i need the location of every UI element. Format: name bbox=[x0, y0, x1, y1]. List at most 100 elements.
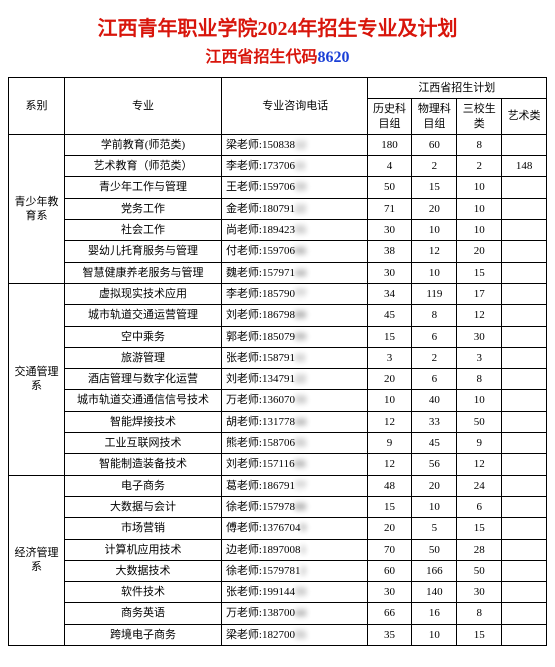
art-cell bbox=[502, 582, 547, 603]
phys-cell: 12 bbox=[412, 241, 457, 262]
phone-cell: 傅老师:13767049 bbox=[221, 518, 367, 539]
phys-cell: 6 bbox=[412, 326, 457, 347]
table-row: 计算机应用技术边老师:18970081705028 bbox=[9, 539, 547, 560]
art-cell bbox=[502, 241, 547, 262]
table-row: 婴幼儿托育服务与管理付老师:15970666381220 bbox=[9, 241, 547, 262]
table-row: 市场营销傅老师:1376704920515 bbox=[9, 518, 547, 539]
major-cell: 学前教育(师范类) bbox=[65, 134, 222, 155]
table-row: 商务英语万老师:1387004466168 bbox=[9, 603, 547, 624]
phys-cell: 60 bbox=[412, 134, 457, 155]
table-row: 跨境电子商务梁老师:18270055351015 bbox=[9, 624, 547, 645]
art-cell bbox=[502, 134, 547, 155]
hist-cell: 10 bbox=[367, 390, 412, 411]
phys-cell: 45 bbox=[412, 433, 457, 454]
table-row: 艺术教育（师范类）李老师:17370611422148 bbox=[9, 156, 547, 177]
phone-cell: 刘老师:18679888 bbox=[221, 305, 367, 326]
phys-cell: 8 bbox=[412, 305, 457, 326]
major-cell: 市场营销 bbox=[65, 518, 222, 539]
major-cell: 大数据技术 bbox=[65, 560, 222, 581]
table-row: 城市轨道交通运营管理刘老师:1867988845812 bbox=[9, 305, 547, 326]
art-cell bbox=[502, 305, 547, 326]
table-row: 青少年教育系学前教育(师范类)梁老师:15083812180608 bbox=[9, 134, 547, 155]
sanx-cell: 8 bbox=[457, 369, 502, 390]
major-cell: 婴幼儿托育服务与管理 bbox=[65, 241, 222, 262]
phys-cell: 10 bbox=[412, 220, 457, 241]
major-cell: 工业互联网技术 bbox=[65, 433, 222, 454]
hist-cell: 50 bbox=[367, 177, 412, 198]
phys-cell: 2 bbox=[412, 347, 457, 368]
major-cell: 跨境电子商务 bbox=[65, 624, 222, 645]
enrollment-table: 系别 专业 专业咨询电话 江西省招生计划 历史科目组 物理科目组 三校生类 艺术… bbox=[8, 77, 547, 646]
art-cell bbox=[502, 560, 547, 581]
phone-cell: 李老师:17370611 bbox=[221, 156, 367, 177]
phone-cell: 尚老师:18942355 bbox=[221, 220, 367, 241]
hist-cell: 30 bbox=[367, 262, 412, 283]
hist-cell: 180 bbox=[367, 134, 412, 155]
major-cell: 电子商务 bbox=[65, 475, 222, 496]
table-row: 智慧健康养老服务与管理魏老师:15797144301015 bbox=[9, 262, 547, 283]
phone-cell: 刘老师:15711666 bbox=[221, 454, 367, 475]
phys-cell: 10 bbox=[412, 624, 457, 645]
major-cell: 艺术教育（师范类） bbox=[65, 156, 222, 177]
page-subtitle: 江西省招生代码8620 bbox=[8, 43, 547, 67]
major-cell: 党务工作 bbox=[65, 198, 222, 219]
major-cell: 城市轨道交通运营管理 bbox=[65, 305, 222, 326]
sanx-cell: 50 bbox=[457, 560, 502, 581]
art-cell bbox=[502, 454, 547, 475]
phone-cell: 刘老师:13479122 bbox=[221, 369, 367, 390]
sanx-cell: 9 bbox=[457, 433, 502, 454]
hist-cell: 30 bbox=[367, 582, 412, 603]
art-cell bbox=[502, 326, 547, 347]
phone-cell: 李老师:18579077 bbox=[221, 283, 367, 304]
phone-cell: 付老师:15970666 bbox=[221, 241, 367, 262]
major-cell: 空中乘务 bbox=[65, 326, 222, 347]
subtitle-code: 8620 bbox=[318, 49, 350, 66]
dept-cell: 交通管理系 bbox=[9, 283, 65, 475]
sanx-cell: 10 bbox=[457, 220, 502, 241]
phys-cell: 6 bbox=[412, 369, 457, 390]
sanx-cell: 8 bbox=[457, 134, 502, 155]
sanx-cell: 20 bbox=[457, 241, 502, 262]
th-hist: 历史科目组 bbox=[367, 99, 412, 135]
major-cell: 大数据与会计 bbox=[65, 496, 222, 517]
phone-cell: 万老师:13870044 bbox=[221, 603, 367, 624]
sanx-cell: 17 bbox=[457, 283, 502, 304]
phys-cell: 119 bbox=[412, 283, 457, 304]
art-cell bbox=[502, 518, 547, 539]
th-dept: 系别 bbox=[9, 78, 65, 135]
art-cell bbox=[502, 433, 547, 454]
hist-cell: 38 bbox=[367, 241, 412, 262]
hist-cell: 3 bbox=[367, 347, 412, 368]
subtitle-prefix: 江西省招生代码 bbox=[205, 49, 317, 66]
phys-cell: 16 bbox=[412, 603, 457, 624]
art-cell bbox=[502, 262, 547, 283]
art-cell bbox=[502, 198, 547, 219]
phys-cell: 40 bbox=[412, 390, 457, 411]
phone-cell: 王老师:15970633 bbox=[221, 177, 367, 198]
table-row: 城市轨道交通通信信号技术万老师:13607033104010 bbox=[9, 390, 547, 411]
art-cell bbox=[502, 496, 547, 517]
art-cell bbox=[502, 624, 547, 645]
table-row: 社会工作尚老师:18942355301010 bbox=[9, 220, 547, 241]
phone-cell: 胡老师:13177844 bbox=[221, 411, 367, 432]
art-cell bbox=[502, 390, 547, 411]
sanx-cell: 24 bbox=[457, 475, 502, 496]
art-cell: 148 bbox=[502, 156, 547, 177]
sanx-cell: 2 bbox=[457, 156, 502, 177]
hist-cell: 35 bbox=[367, 624, 412, 645]
sanx-cell: 12 bbox=[457, 305, 502, 326]
sanx-cell: 15 bbox=[457, 518, 502, 539]
art-cell bbox=[502, 369, 547, 390]
phys-cell: 2 bbox=[412, 156, 457, 177]
art-cell bbox=[502, 347, 547, 368]
sanx-cell: 10 bbox=[457, 198, 502, 219]
art-cell bbox=[502, 220, 547, 241]
sanx-cell: 30 bbox=[457, 326, 502, 347]
phys-cell: 20 bbox=[412, 475, 457, 496]
th-phone: 专业咨询电话 bbox=[221, 78, 367, 135]
major-cell: 智慧健康养老服务与管理 bbox=[65, 262, 222, 283]
phys-cell: 166 bbox=[412, 560, 457, 581]
page-title: 江西青年职业学院2024年招生专业及计划 bbox=[8, 12, 547, 41]
major-cell: 社会工作 bbox=[65, 220, 222, 241]
hist-cell: 48 bbox=[367, 475, 412, 496]
